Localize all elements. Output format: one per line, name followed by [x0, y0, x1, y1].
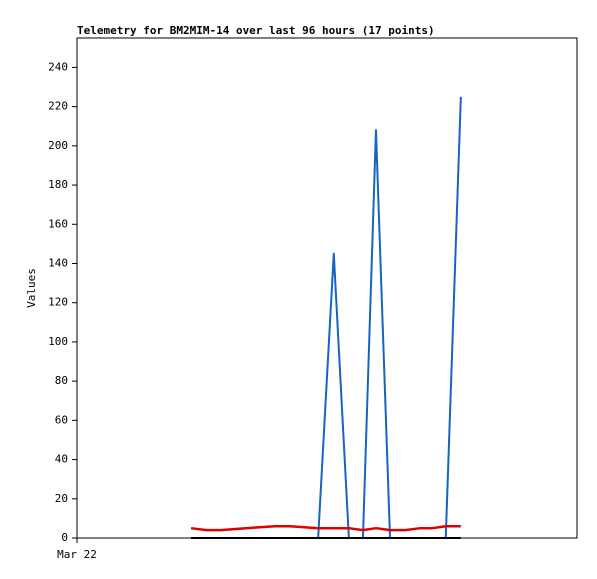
series-line [191, 96, 462, 539]
y-tick-label: 60 [55, 413, 68, 426]
y-tick-label: 100 [48, 335, 68, 348]
y-tick-label: 0 [61, 531, 68, 544]
y-tick-label: 200 [48, 139, 68, 152]
chart-title: Telemetry for BM2MIM-14 over last 96 hou… [77, 24, 435, 37]
y-tick-label: 20 [55, 492, 68, 505]
y-tick-label: 40 [55, 453, 68, 466]
plot-frame [76, 37, 578, 539]
y-tick-label: 80 [55, 374, 68, 387]
y-tick-label: 240 [48, 60, 68, 73]
y-tick-label: 160 [48, 217, 68, 230]
series-line [190, 524, 461, 532]
y-tick-label: 180 [48, 178, 68, 191]
y-tick-label: 120 [48, 296, 68, 309]
y-axis-label: Values [25, 268, 38, 308]
y-tick-label: 220 [48, 100, 68, 113]
y-tick-label: 140 [48, 256, 68, 269]
x-tick-label: Mar 22 [57, 548, 97, 561]
